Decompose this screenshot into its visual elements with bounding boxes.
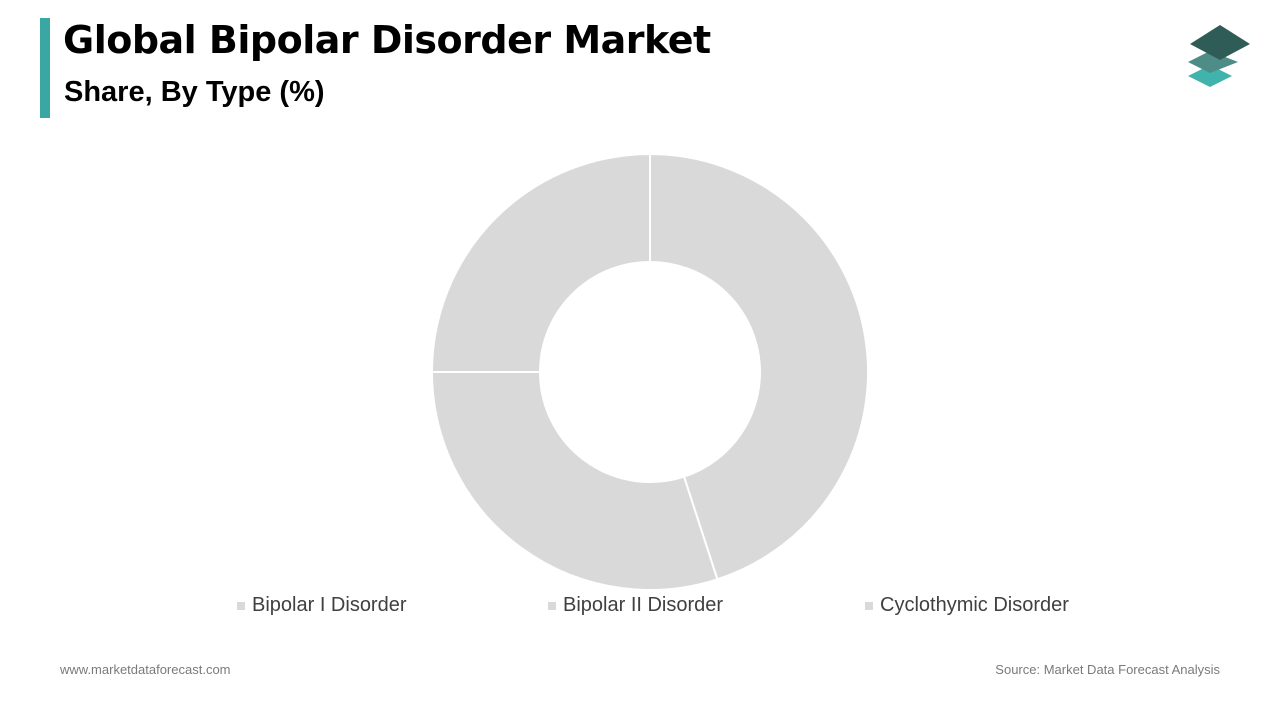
legend-label: Cyclothymic Disorder [880, 594, 1069, 616]
page-title: Global Bipolar Disorder Market [63, 18, 711, 62]
donut-slice-cyclothymic-disorder [430, 152, 651, 373]
chart-legend: Bipolar I Disorder Bipolar II Disorder Cyc… [0, 594, 1280, 622]
logo-layer-bottom [1188, 65, 1232, 87]
footer-source: Source: Market Data Forecast Analysis [995, 662, 1220, 677]
logo-layer-top [1190, 25, 1250, 60]
legend-swatch [237, 601, 245, 610]
legend-swatch [548, 601, 556, 610]
stacked-layers-logo-icon [1188, 25, 1250, 87]
donut-chart [430, 152, 869, 591]
legend-label: Bipolar II Disorder [563, 594, 724, 616]
legend-item-bipolar-i-disorder: Bipolar I Disorder [237, 594, 407, 617]
legend-label: Bipolar I Disorder [252, 594, 407, 616]
donut-slice-bipolar-ii-disorder [430, 371, 719, 591]
donut-slice-bipolar-i-disorder [649, 152, 869, 581]
title-accent-bar [40, 18, 50, 118]
legend-swatch [865, 601, 873, 610]
logo-layer-middle [1188, 51, 1238, 73]
footer-website: www.marketdataforecast.com [60, 662, 231, 677]
page-subtitle: Share, By Type (%) [64, 76, 325, 108]
legend-item-bipolar-ii-disorder: Bipolar II Disorder [548, 594, 723, 617]
legend-item-cyclothymic-disorder: Cyclothymic Disorder [865, 594, 1069, 617]
